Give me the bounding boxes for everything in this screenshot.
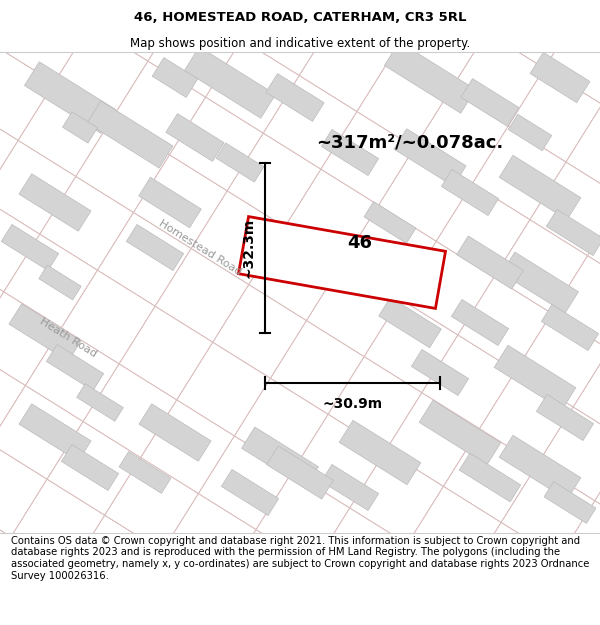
Polygon shape — [508, 114, 552, 151]
Polygon shape — [1, 224, 59, 271]
Polygon shape — [547, 209, 600, 256]
Text: Heath Road: Heath Road — [38, 316, 98, 359]
Polygon shape — [87, 101, 173, 168]
Text: Contains OS data © Crown copyright and database right 2021. This information is : Contains OS data © Crown copyright and d… — [11, 536, 589, 581]
Polygon shape — [119, 452, 171, 493]
Polygon shape — [451, 299, 509, 346]
Polygon shape — [62, 112, 97, 143]
Polygon shape — [61, 444, 119, 491]
Polygon shape — [541, 304, 599, 351]
Polygon shape — [266, 74, 324, 121]
Polygon shape — [322, 464, 379, 511]
Polygon shape — [379, 298, 441, 348]
Polygon shape — [166, 114, 224, 161]
Polygon shape — [19, 174, 91, 231]
Polygon shape — [339, 420, 421, 485]
Polygon shape — [238, 217, 446, 308]
Polygon shape — [216, 143, 264, 182]
Polygon shape — [385, 42, 476, 113]
Text: 46: 46 — [347, 234, 373, 251]
Polygon shape — [242, 427, 319, 488]
Polygon shape — [412, 349, 469, 396]
Polygon shape — [221, 469, 278, 516]
Polygon shape — [494, 345, 576, 410]
Polygon shape — [139, 177, 201, 227]
Polygon shape — [127, 224, 184, 271]
Text: ~32.3m: ~32.3m — [241, 217, 255, 278]
Text: Map shows position and indicative extent of the property.: Map shows position and indicative extent… — [130, 38, 470, 51]
Polygon shape — [19, 404, 91, 461]
Polygon shape — [419, 400, 501, 465]
Text: ~317m²/~0.078ac.: ~317m²/~0.078ac. — [316, 134, 503, 151]
Polygon shape — [25, 62, 116, 133]
Polygon shape — [39, 265, 81, 300]
Polygon shape — [536, 394, 593, 441]
Polygon shape — [502, 252, 578, 313]
Polygon shape — [499, 435, 581, 500]
Polygon shape — [46, 344, 104, 391]
Polygon shape — [457, 236, 523, 289]
Polygon shape — [544, 482, 596, 523]
Text: 46, HOMESTEAD ROAD, CATERHAM, CR3 5RL: 46, HOMESTEAD ROAD, CATERHAM, CR3 5RL — [134, 11, 466, 24]
Polygon shape — [184, 47, 275, 118]
Polygon shape — [77, 384, 124, 421]
Text: Homestead Road: Homestead Road — [157, 218, 243, 277]
Polygon shape — [139, 404, 211, 461]
Polygon shape — [152, 58, 198, 98]
Polygon shape — [461, 79, 519, 126]
Text: ~30.9m: ~30.9m — [322, 396, 383, 411]
Polygon shape — [322, 129, 379, 176]
Polygon shape — [499, 155, 581, 220]
Polygon shape — [459, 453, 521, 502]
Polygon shape — [442, 169, 499, 216]
Polygon shape — [266, 446, 334, 499]
Polygon shape — [394, 129, 466, 186]
Polygon shape — [9, 304, 81, 361]
Polygon shape — [530, 52, 590, 102]
Polygon shape — [364, 202, 416, 243]
